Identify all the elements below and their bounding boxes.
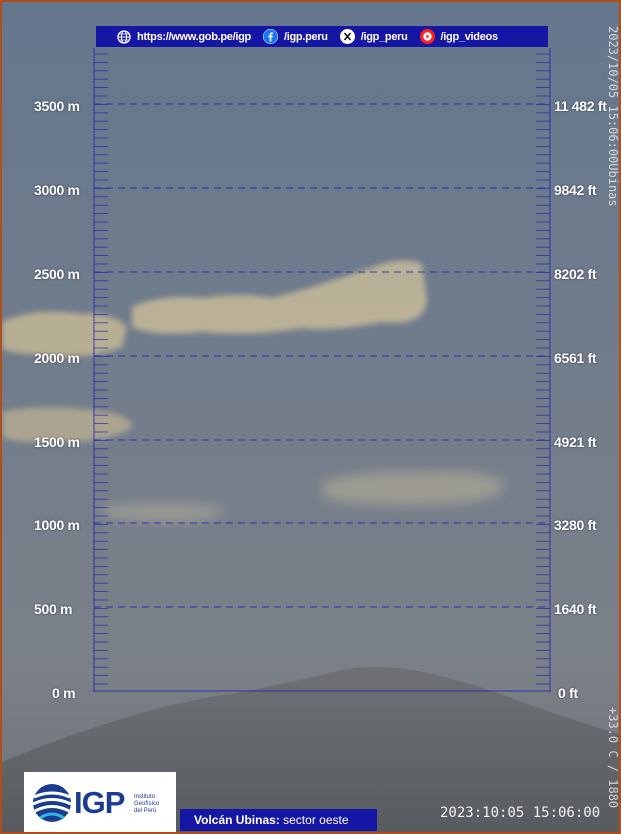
igp-globe-icon [32,784,72,822]
meter-label-2500: 2500 m [34,266,80,282]
feet-label-11482: 11 482 ft [554,98,607,114]
meter-label-1000: 1000 m [34,517,80,533]
feet-label-9842: 9842 ft [554,182,597,198]
meter-label-0: 0 m [52,685,76,701]
igp-logo-text: IGP [74,785,125,820]
youtube-link[interactable]: /igp_videos [440,30,499,43]
location-caption: Volcán Ubinas: sector oeste [180,809,377,831]
feet-label-3280: 3280 ft [554,517,597,533]
website-link[interactable]: https://www.gob.pe/igp [137,30,251,43]
meter-label-3500: 3500 m [34,98,80,114]
meter-label-500: 500 m [34,601,73,617]
facebook-link[interactable]: /igp.peru [283,30,328,43]
facebook-icon [262,29,278,44]
igp-logo: IGP Instituto Geofísico del Perú [24,772,176,832]
meter-label-1500: 1500 m [34,434,80,450]
x-icon [339,29,355,44]
sector-name: sector oeste [279,813,349,827]
feet-label-8202: 8202 ft [554,266,597,282]
capture-timestamp: 2023:10:05 15:06:00 [440,805,601,821]
social-links-bar: https://www.gob.pe/igp /igp.peru /igp_pe… [96,26,548,47]
x-link[interactable]: /igp_peru [360,30,408,43]
igp-logo-subtitle: Instituto Geofísico del Perú [134,794,160,814]
youtube-icon [419,29,435,44]
feet-label-1640: 1640 ft [554,601,597,617]
feet-label-4921: 4921 ft [554,434,597,450]
meter-label-3000: 3000 m [34,182,80,198]
vertical-timestamp: 2023/10/05 15:06:00Ubinas [606,26,620,207]
volcano-name: Volcán Ubinas: [194,813,280,827]
globe-icon [116,29,131,44]
feet-label-0: 0 ft [558,685,578,701]
feet-label-6561: 6561 ft [554,350,597,366]
meter-label-2000: 2000 m [34,350,80,366]
vertical-sensor-readout: +33.0 C / 1880 [606,707,620,809]
altitude-grid [93,48,551,692]
